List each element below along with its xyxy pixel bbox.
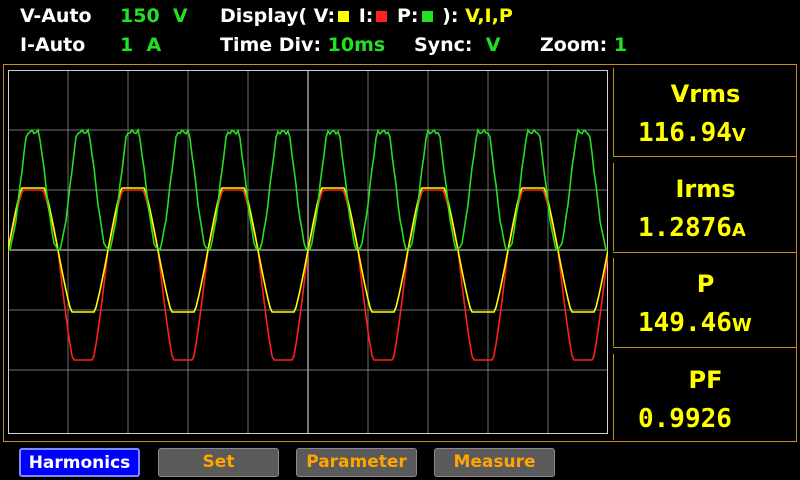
main-frame — [3, 64, 797, 442]
power-color-swatch — [421, 11, 433, 22]
time-div: Time Div: 10ms — [220, 34, 386, 56]
display-selector: Display( V: I: P: ): V,I,P — [220, 5, 513, 27]
voltage-color-swatch — [338, 11, 350, 22]
voltage-range-label: V-Auto — [20, 5, 92, 27]
readout-vrms: Vrms 116.94V — [613, 68, 797, 156]
readout-irms: Irms 1.2876A — [613, 163, 797, 251]
readout-value: 1.2876A — [638, 213, 746, 243]
measure-button[interactable]: Measure — [434, 448, 555, 477]
zoom: Zoom: 1 — [540, 34, 628, 56]
sync: Sync: V — [414, 34, 501, 56]
readout-label: P — [696, 270, 715, 298]
divider — [613, 156, 797, 157]
power-waveform — [8, 127, 608, 252]
display-value: V,I,P — [465, 5, 513, 27]
parameter-button[interactable]: Parameter — [296, 448, 417, 477]
readout-pf: PF 0.9926 — [613, 354, 797, 440]
voltage-range-value: 150 V — [120, 5, 188, 27]
current-range-label: I-Auto — [20, 34, 86, 56]
readout-power: P 149.46W — [613, 258, 797, 346]
set-button[interactable]: Set — [158, 448, 279, 477]
divider — [613, 347, 797, 348]
current-color-swatch — [376, 11, 388, 22]
voltage-waveform — [8, 187, 608, 313]
harmonics-button[interactable]: Harmonics — [19, 448, 140, 477]
readout-label: PF — [688, 366, 723, 394]
readout-value: 116.94V — [638, 118, 746, 148]
readout-value: 149.46W — [638, 308, 752, 338]
readout-label: Irms — [675, 175, 736, 203]
waveform-scope — [8, 70, 608, 434]
divider — [613, 252, 797, 253]
readout-label: Vrms — [670, 80, 741, 108]
readout-value: 0.9926 — [638, 404, 732, 434]
current-range-value: 1 A — [120, 34, 162, 56]
